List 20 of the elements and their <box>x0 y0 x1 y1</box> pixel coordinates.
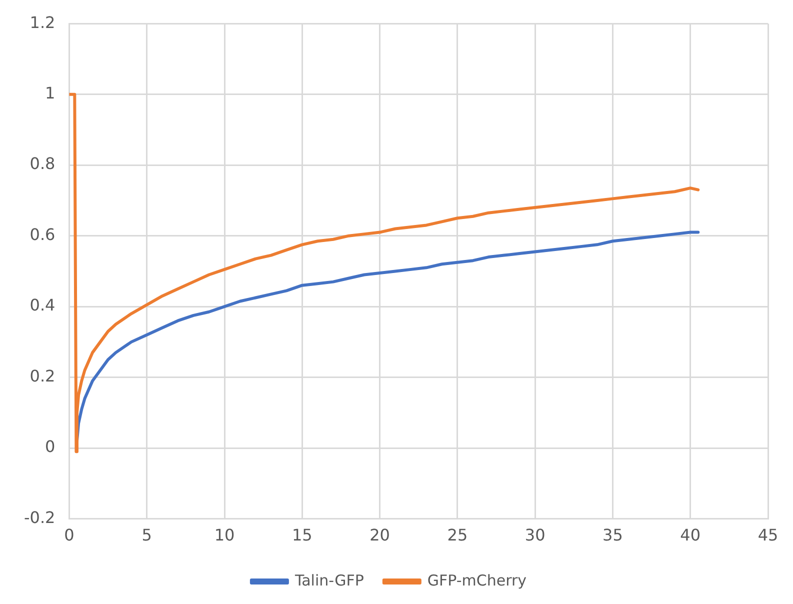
y-tick-label: 0 <box>45 437 56 456</box>
x-tick-label: 40 <box>680 526 701 545</box>
x-tick-label: 35 <box>602 526 623 545</box>
y-tick-label: -0.2 <box>24 508 56 527</box>
y-tick-label: 0.6 <box>30 224 56 244</box>
y-tick-label: 0.8 <box>30 154 56 174</box>
x-tick-label: 30 <box>524 526 546 545</box>
x-tick-label: 20 <box>370 526 390 545</box>
y-tick-label: 0.4 <box>30 296 56 315</box>
x-tick-label: 45 <box>758 526 778 545</box>
x-tick-label: 0 <box>64 526 74 545</box>
y-tick-label: 1.2 <box>30 12 56 32</box>
x-tick-label: 10 <box>214 526 235 545</box>
y-tick-label: 0.2 <box>30 366 56 386</box>
legend-label: Talin-GFP <box>294 571 364 590</box>
x-tick-label: 15 <box>292 526 312 545</box>
legend-label: GFP-mCherry <box>427 571 527 590</box>
x-tick-label: 5 <box>142 526 152 545</box>
x-tick-label: 25 <box>447 526 468 545</box>
y-tick-label: 1 <box>45 84 56 102</box>
